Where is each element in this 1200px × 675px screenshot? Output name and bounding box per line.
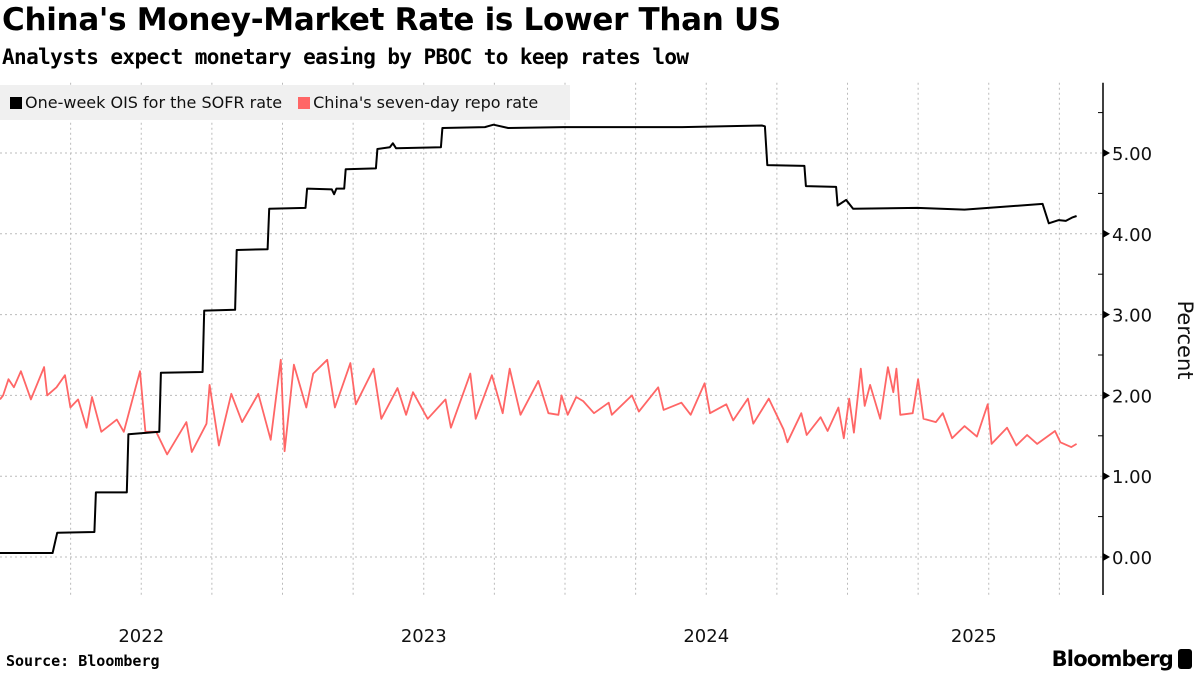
legend-item-sofr: One-week OIS for the SOFR rate [10, 93, 282, 112]
gridlines [0, 82, 1103, 595]
logo-text: Bloomberg [1051, 647, 1174, 671]
y-tick-label: 1.00 [1112, 467, 1152, 488]
y-tick-label: 2.00 [1112, 386, 1152, 407]
y-tick-label: 4.00 [1112, 225, 1152, 246]
y-tick-label: 3.00 [1112, 306, 1152, 327]
y-axis: 0.00 1.00 2.00 3.00 4.00 5.00 [1098, 82, 1152, 595]
y-tick-mark [1103, 149, 1110, 157]
legend: One-week OIS for the SOFR rate China's s… [0, 85, 570, 120]
x-tick-label: 2024 [683, 626, 729, 647]
y-tick-mark [1103, 553, 1110, 561]
bloomberg-logo-icon [1178, 649, 1192, 669]
legend-swatch-china-repo [298, 96, 311, 109]
bloomberg-logo: Bloomberg [1052, 647, 1192, 671]
legend-swatch-sofr [10, 96, 22, 109]
series-line-sofr-ois [0, 123, 1077, 554]
x-tick-label: 2025 [951, 626, 997, 647]
y-tick-mark [1103, 310, 1110, 319]
series-lines [0, 123, 1078, 554]
x-tick-label: 2023 [401, 626, 447, 647]
x-tick-label: 2022 [118, 626, 164, 647]
y-tick-mark [1103, 391, 1110, 400]
chart-subtitle: Analysts expect monetary easing by PBOC … [2, 45, 689, 69]
x-axis: 2022 2023 2024 2025 [118, 626, 996, 647]
legend-label-china-repo: China's seven-day repo rate [313, 93, 539, 112]
legend-label-sofr: One-week OIS for the SOFR rate [25, 93, 283, 112]
chart-title: China's Money-Market Rate is Lower Than … [2, 2, 781, 38]
y-tick-mark [1103, 472, 1110, 481]
y-axis-label: Percent [1173, 300, 1197, 379]
source-note: Source: Bloomberg [6, 652, 160, 670]
y-tick-mark [1103, 229, 1110, 238]
legend-item-china-repo: China's seven-day repo rate [298, 93, 538, 112]
y-tick-label: 5.00 [1112, 144, 1152, 165]
y-tick-label: 0.00 [1112, 548, 1152, 569]
